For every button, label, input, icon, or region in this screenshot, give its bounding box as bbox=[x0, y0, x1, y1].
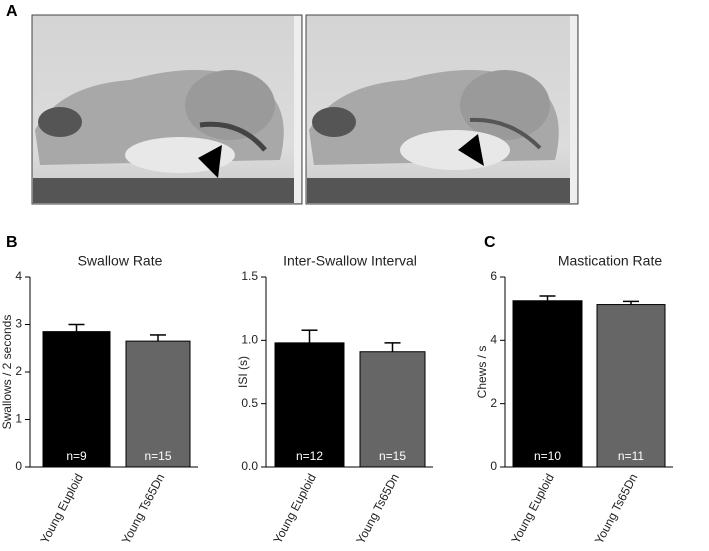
chart-title: Inter-Swallow Interval bbox=[283, 253, 417, 269]
y-axis-label: ISI (s) bbox=[236, 356, 250, 388]
chart-title: Mastication Rate bbox=[558, 253, 662, 269]
x-tick-label: Young Euploid bbox=[508, 471, 556, 546]
x-tick-label: Young Ts65Dn bbox=[592, 471, 641, 546]
bar-annotation: n=10 bbox=[534, 449, 561, 463]
bar bbox=[359, 351, 426, 468]
bar bbox=[125, 340, 191, 468]
bar bbox=[512, 300, 583, 468]
y-tick-label: 3 bbox=[15, 317, 22, 331]
panel-label: C bbox=[484, 234, 496, 251]
y-axis-label: Chews / s bbox=[475, 346, 489, 399]
y-tick-label: 4 bbox=[15, 269, 22, 283]
bar bbox=[42, 331, 111, 468]
panel-label: A bbox=[6, 3, 18, 20]
x-tick-label: Young Ts65Dn bbox=[353, 471, 402, 546]
x-tick-label: Young Euploid bbox=[37, 471, 85, 546]
xray-image bbox=[305, 14, 579, 205]
y-tick-label: 0 bbox=[15, 459, 22, 473]
y-tick-label: 0 bbox=[490, 459, 497, 473]
bar-annotation: n=9 bbox=[66, 449, 87, 463]
bar-annotation: n=15 bbox=[144, 449, 171, 463]
y-tick-label: 6 bbox=[490, 269, 497, 283]
y-tick-label: 2 bbox=[490, 396, 497, 410]
panel-label: B bbox=[6, 234, 18, 251]
chart-title: Swallow Rate bbox=[78, 253, 163, 269]
bar bbox=[596, 304, 666, 468]
bar bbox=[274, 342, 345, 468]
y-tick-label: 1.0 bbox=[241, 333, 258, 347]
xray-image bbox=[31, 14, 303, 205]
x-tick-label: Young Ts65Dn bbox=[119, 471, 168, 546]
y-tick-label: 4 bbox=[490, 333, 497, 347]
x-tick-label: Young Euploid bbox=[270, 471, 318, 546]
y-tick-label: 0.0 bbox=[241, 459, 258, 473]
y-axis-label: Swallows / 2 seconds bbox=[0, 315, 14, 430]
bar-annotation: n=11 bbox=[618, 449, 644, 463]
y-tick-label: 2 bbox=[15, 364, 22, 378]
y-tick-label: 0.5 bbox=[241, 396, 258, 410]
bar-annotation: n=12 bbox=[296, 449, 323, 463]
y-tick-label: 1 bbox=[15, 412, 22, 426]
bar-annotation: n=15 bbox=[379, 449, 406, 463]
y-tick-label: 1.5 bbox=[241, 269, 258, 283]
